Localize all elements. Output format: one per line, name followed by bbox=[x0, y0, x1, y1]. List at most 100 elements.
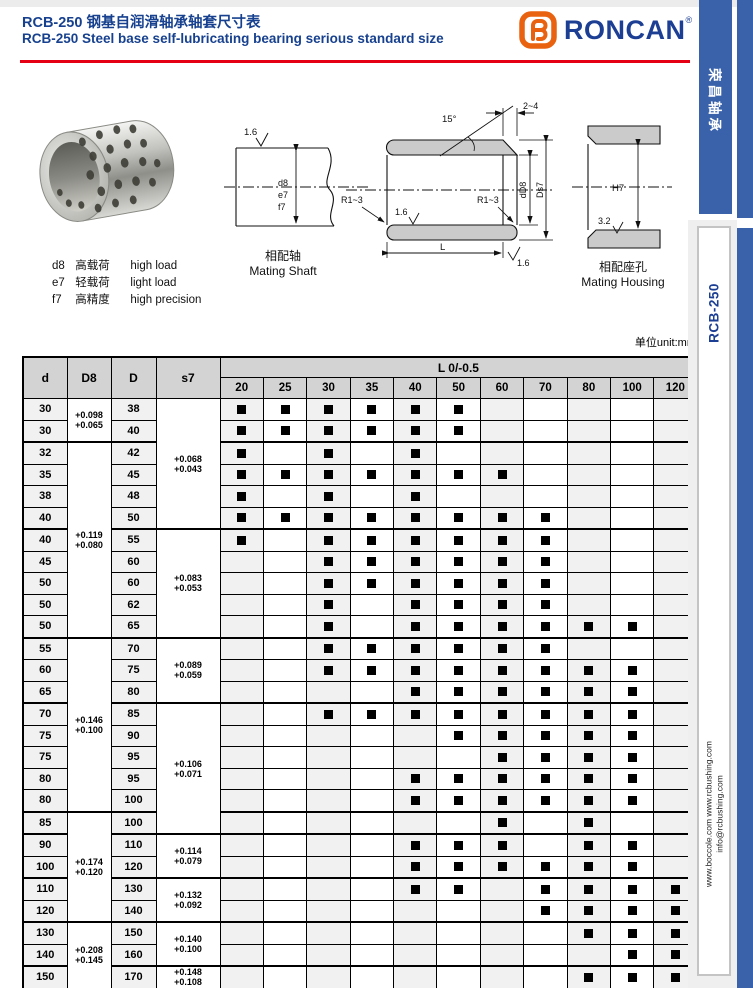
availability-marker bbox=[497, 795, 507, 805]
availability-marker bbox=[454, 840, 464, 850]
cell-length-80 bbox=[566, 724, 612, 747]
cell-length-35 bbox=[349, 398, 395, 421]
cell-length-25 bbox=[262, 528, 308, 552]
cell-length-70 bbox=[523, 680, 568, 704]
cell-D: 140 bbox=[110, 899, 157, 923]
availability-marker bbox=[323, 513, 333, 523]
cell-d: 150 bbox=[22, 965, 68, 988]
cell-length-100 bbox=[610, 724, 655, 747]
cell-length-25 bbox=[262, 506, 308, 530]
cell-d: 50 bbox=[22, 593, 68, 616]
l-value-header: 100 bbox=[610, 377, 655, 399]
cell-d: 120 bbox=[22, 899, 68, 923]
table-row: 75 95 bbox=[22, 746, 698, 769]
availability-marker bbox=[323, 665, 333, 675]
cell-length-60 bbox=[479, 550, 525, 573]
cell-length-80 bbox=[566, 636, 612, 660]
cell-length-60 bbox=[479, 441, 525, 465]
svg-text:Ds7: Ds7 bbox=[535, 182, 545, 198]
availability-marker bbox=[410, 448, 420, 458]
cell-length-30 bbox=[306, 636, 351, 660]
cell-length-60 bbox=[479, 965, 525, 988]
cell-length-80 bbox=[566, 833, 612, 857]
availability-marker bbox=[670, 950, 680, 960]
availability-marker bbox=[497, 535, 507, 545]
availability-marker bbox=[670, 884, 680, 894]
cell-length-60 bbox=[479, 746, 525, 769]
cell-length-30 bbox=[306, 419, 351, 443]
cell-D: 45 bbox=[110, 463, 157, 486]
bearing-photo bbox=[39, 120, 175, 222]
cell-length-100 bbox=[610, 398, 655, 421]
table-row: 140 160 bbox=[22, 943, 698, 967]
cell-length-35 bbox=[349, 921, 395, 945]
cell-length-40 bbox=[393, 398, 438, 421]
availability-marker bbox=[627, 795, 637, 805]
cell-length-35 bbox=[349, 550, 395, 573]
cell-d: 110 bbox=[22, 877, 68, 901]
availability-marker bbox=[540, 600, 550, 610]
table-row: 150 170 +0.148 +0.108 bbox=[22, 965, 698, 988]
unit-note: 单位unit:mm bbox=[634, 337, 696, 349]
bushing-drawing: 15° 2~4 dD8 Ds7 R1~3 R1~3 1.6 bbox=[341, 101, 554, 268]
cell-d: 55 bbox=[22, 636, 68, 660]
cell-length-25 bbox=[262, 419, 308, 443]
availability-marker bbox=[410, 578, 420, 588]
cell-d: 130 bbox=[22, 921, 68, 945]
cell-length-40 bbox=[393, 746, 438, 769]
cell-length-60 bbox=[479, 855, 525, 879]
cell-length-25 bbox=[262, 593, 308, 616]
cell-d8-tolerance: +0.146 +0.100 bbox=[66, 636, 112, 812]
availability-marker bbox=[540, 621, 550, 631]
cell-s7-tolerance: +0.106 +0.071 bbox=[155, 702, 221, 835]
availability-marker bbox=[540, 752, 550, 762]
cell-d: 85 bbox=[22, 810, 68, 835]
page-title-en: RCB-250 Steel base self-lubricating bear… bbox=[22, 31, 444, 46]
legend-item: e7 轻载荷 light load bbox=[52, 277, 177, 289]
cell-length-50 bbox=[436, 398, 481, 421]
svg-text:e7: e7 bbox=[278, 190, 288, 200]
cell-D: 150 bbox=[110, 921, 157, 945]
website-text: www.boccole.com www.rcbushing.com bbox=[703, 741, 714, 887]
cell-length-50 bbox=[436, 810, 481, 835]
fit-legend: d8 高载荷 high load e7 轻载荷 light load f7 高精… bbox=[52, 258, 201, 309]
cell-length-25 bbox=[262, 855, 308, 879]
availability-marker bbox=[323, 557, 333, 567]
cell-length-50 bbox=[436, 702, 481, 726]
l-value-header: 40 bbox=[393, 377, 438, 399]
availability-marker bbox=[540, 731, 550, 741]
top-strip bbox=[0, 0, 753, 7]
availability-marker bbox=[497, 709, 507, 719]
cell-length-70 bbox=[523, 441, 568, 465]
cell-D: 50 bbox=[110, 506, 157, 530]
housing-caption: 相配座孔 Mating Housing bbox=[581, 260, 665, 289]
cell-length-25 bbox=[262, 398, 308, 421]
cell-length-20 bbox=[219, 899, 264, 923]
cell-length-30 bbox=[306, 965, 351, 988]
cell-length-70 bbox=[523, 528, 568, 552]
cell-length-25 bbox=[262, 680, 308, 704]
cell-length-80 bbox=[566, 965, 612, 988]
availability-marker bbox=[627, 731, 637, 741]
availability-marker bbox=[454, 687, 464, 697]
cell-length-70 bbox=[523, 506, 568, 530]
cell-length-20 bbox=[219, 789, 264, 812]
availability-marker bbox=[454, 795, 464, 805]
table-row: 35 45 bbox=[22, 463, 698, 486]
cell-length-100 bbox=[610, 441, 655, 465]
cell-length-70 bbox=[523, 965, 568, 988]
availability-marker bbox=[410, 404, 420, 414]
cell-d8-tolerance: +0.208 +0.145 bbox=[66, 921, 112, 988]
cell-d: 50 bbox=[22, 615, 68, 638]
availability-marker bbox=[454, 862, 464, 872]
cell-d: 50 bbox=[22, 572, 68, 595]
cell-length-40 bbox=[393, 485, 438, 508]
cell-length-70 bbox=[523, 833, 568, 857]
cell-length-70 bbox=[523, 767, 568, 790]
cell-length-70 bbox=[523, 659, 568, 682]
cell-length-50 bbox=[436, 877, 481, 901]
cell-D: 62 bbox=[110, 593, 157, 616]
availability-marker bbox=[497, 774, 507, 784]
cell-length-50 bbox=[436, 506, 481, 530]
cell-d: 30 bbox=[22, 398, 68, 421]
